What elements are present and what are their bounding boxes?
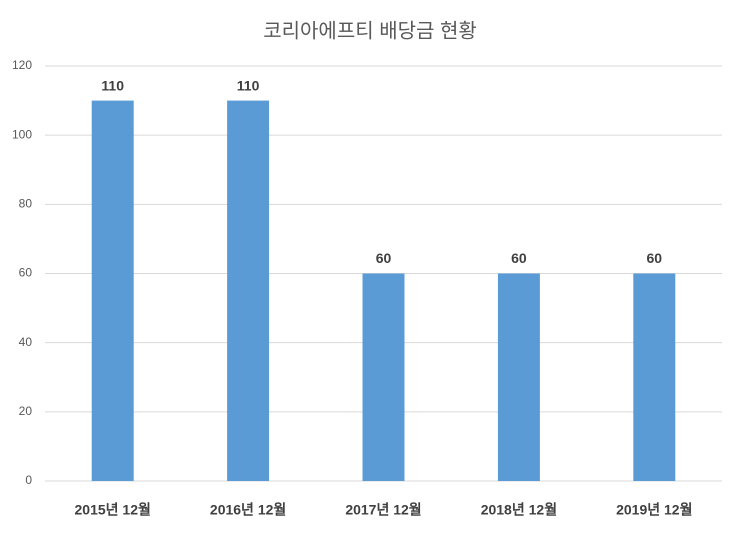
x-tick-label: 2015년 12월	[75, 502, 151, 518]
y-tick-label: 120	[12, 58, 32, 72]
data-label: 60	[511, 250, 527, 266]
x-tick-label: 2019년 12월	[616, 502, 692, 518]
data-label: 60	[647, 250, 663, 266]
bar	[91, 100, 134, 481]
bar	[362, 273, 405, 481]
y-tick-label: 20	[19, 404, 33, 418]
bar	[227, 100, 270, 481]
y-tick-label: 80	[19, 197, 33, 211]
bar	[633, 273, 676, 481]
data-label: 60	[376, 250, 392, 266]
x-tick-label: 2018년 12월	[481, 502, 557, 518]
chart-title: 코리아에프티 배당금 현황	[263, 19, 477, 42]
y-tick-label: 40	[19, 335, 33, 349]
x-tick-label: 2017년 12월	[345, 502, 421, 518]
data-label: 110	[101, 77, 124, 93]
data-label: 110	[237, 77, 260, 93]
x-tick-label: 2016년 12월	[210, 502, 286, 518]
y-tick-label: 60	[19, 266, 33, 280]
bar	[497, 273, 540, 481]
y-tick-label: 0	[25, 473, 32, 487]
y-tick-label: 100	[12, 127, 32, 141]
